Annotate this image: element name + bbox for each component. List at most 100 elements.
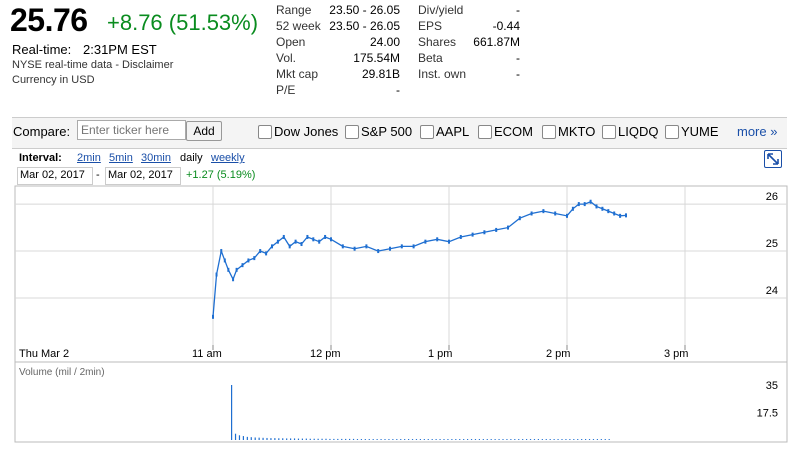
compare-label: Compare: bbox=[13, 124, 71, 139]
volume-bar bbox=[384, 439, 386, 440]
volume-bar bbox=[545, 439, 547, 440]
time-tick-label: 2 pm bbox=[546, 348, 570, 360]
price-point bbox=[318, 239, 321, 244]
date-from-field[interactable]: Mar 02, 2017 bbox=[17, 167, 93, 185]
compare-ecom[interactable]: ECOM bbox=[494, 124, 533, 139]
stat-label-pe: P/E bbox=[276, 83, 296, 97]
stat-label-beta: Beta bbox=[418, 51, 443, 65]
price-point bbox=[259, 249, 262, 254]
volume-bar bbox=[234, 433, 237, 440]
compare-sp500[interactable]: S&P 500 bbox=[361, 124, 413, 139]
price-point bbox=[215, 272, 218, 277]
volume-bar bbox=[431, 439, 433, 440]
compare-yume[interactable]: YUME bbox=[681, 124, 719, 139]
last-price: 25.76 bbox=[10, 2, 88, 38]
volume-bar bbox=[404, 439, 406, 440]
volume-bar bbox=[604, 439, 606, 440]
interval-2min[interactable]: 2min bbox=[77, 152, 101, 164]
volume-bar bbox=[238, 435, 241, 440]
stat-value-range: 23.50 - 26.05 bbox=[329, 3, 400, 17]
interval-5min[interactable]: 5min bbox=[109, 152, 133, 164]
stat-label-52week: 52 week bbox=[276, 19, 321, 33]
volume-bar bbox=[573, 439, 575, 440]
time-tick-label: 11 am bbox=[192, 348, 222, 360]
compare-mkto[interactable]: MKTO bbox=[558, 124, 596, 139]
price-point bbox=[448, 239, 450, 244]
volume-label: Volume (mil / 2min) bbox=[19, 367, 105, 378]
date-to-field[interactable]: Mar 02, 2017 bbox=[105, 167, 181, 185]
interval-daily[interactable]: daily bbox=[180, 152, 203, 164]
realtime-time: 2:31PM EST bbox=[83, 42, 157, 57]
time-axis: Thu Mar 2 11 am 12 pm 1 pm 2 pm 3 pm bbox=[19, 348, 688, 360]
ticker-input[interactable] bbox=[77, 120, 186, 140]
volume-bar bbox=[380, 439, 382, 440]
volume-bar bbox=[396, 439, 398, 440]
more-tickers-link[interactable]: more » bbox=[737, 124, 778, 139]
price-series bbox=[212, 199, 627, 319]
price-point bbox=[276, 239, 279, 244]
price-point bbox=[483, 230, 486, 235]
checkbox-dow-jones[interactable] bbox=[258, 125, 272, 139]
volume-bar bbox=[569, 439, 571, 440]
expand-chart-button[interactable] bbox=[764, 150, 782, 168]
price-point bbox=[601, 206, 604, 211]
volume-bar bbox=[506, 439, 508, 440]
compare-aapl[interactable]: AAPL bbox=[436, 124, 470, 139]
volume-bar bbox=[537, 439, 539, 440]
price-point bbox=[400, 244, 403, 249]
price-point bbox=[530, 211, 533, 216]
price-point bbox=[571, 206, 574, 211]
price-point bbox=[306, 234, 309, 239]
data-source-disclaimer[interactable]: NYSE real-time data - Disclaimer bbox=[12, 59, 174, 71]
checkbox-sp500[interactable] bbox=[345, 125, 359, 139]
price-point bbox=[619, 213, 622, 218]
checkbox-yume[interactable] bbox=[665, 125, 679, 139]
volume-bar bbox=[317, 438, 319, 440]
compare-dow-jones[interactable]: Dow Jones bbox=[274, 124, 339, 139]
stat-label-shares: Shares bbox=[418, 35, 457, 49]
interval-weekly[interactable]: weekly bbox=[211, 152, 245, 164]
time-tick-label: Thu Mar 2 bbox=[19, 348, 69, 360]
time-grid bbox=[212, 186, 686, 350]
volume-bar bbox=[231, 385, 233, 440]
checkbox-ecom[interactable] bbox=[478, 125, 492, 139]
volume-bar bbox=[392, 439, 394, 440]
volume-bar bbox=[321, 438, 323, 440]
volume-bar bbox=[349, 438, 351, 440]
add-ticker-button[interactable]: Add bbox=[186, 121, 222, 141]
price-point bbox=[471, 232, 474, 237]
price-change: +8.76 (51.53%) bbox=[107, 10, 259, 35]
volume-bar bbox=[494, 439, 496, 440]
volume-bar bbox=[345, 438, 347, 440]
volume-bar bbox=[376, 439, 378, 440]
compare-liqdq[interactable]: LIQDQ bbox=[618, 124, 659, 139]
checkbox-mkto[interactable] bbox=[542, 125, 556, 139]
volume-bar bbox=[364, 439, 366, 440]
price-point bbox=[353, 246, 356, 251]
price-point bbox=[377, 249, 380, 254]
interval-30min[interactable]: 30min bbox=[141, 152, 171, 164]
volume-bar bbox=[502, 439, 504, 440]
checkbox-aapl[interactable] bbox=[420, 125, 434, 139]
volume-bar bbox=[529, 439, 532, 440]
checkbox-liqdq[interactable] bbox=[602, 125, 616, 139]
price-point bbox=[312, 237, 315, 242]
volume-bar bbox=[459, 439, 461, 440]
time-tick-label: 12 pm bbox=[310, 348, 341, 360]
volume-bar bbox=[482, 439, 484, 440]
volume-bar bbox=[585, 439, 587, 440]
volume-bar bbox=[557, 439, 559, 440]
stat-label-range: Range bbox=[276, 3, 312, 17]
volume-bar bbox=[415, 439, 418, 440]
volume-bar bbox=[490, 439, 492, 440]
volume-bar bbox=[577, 439, 579, 440]
volume-bar bbox=[463, 439, 465, 440]
volume-bar bbox=[451, 439, 453, 440]
price-point bbox=[232, 277, 235, 282]
volume-bar bbox=[408, 439, 410, 440]
stat-label-divyield: Div/yield bbox=[418, 3, 464, 17]
price-point bbox=[583, 202, 586, 207]
volume-bar bbox=[333, 438, 335, 440]
volume-bar bbox=[258, 437, 260, 440]
